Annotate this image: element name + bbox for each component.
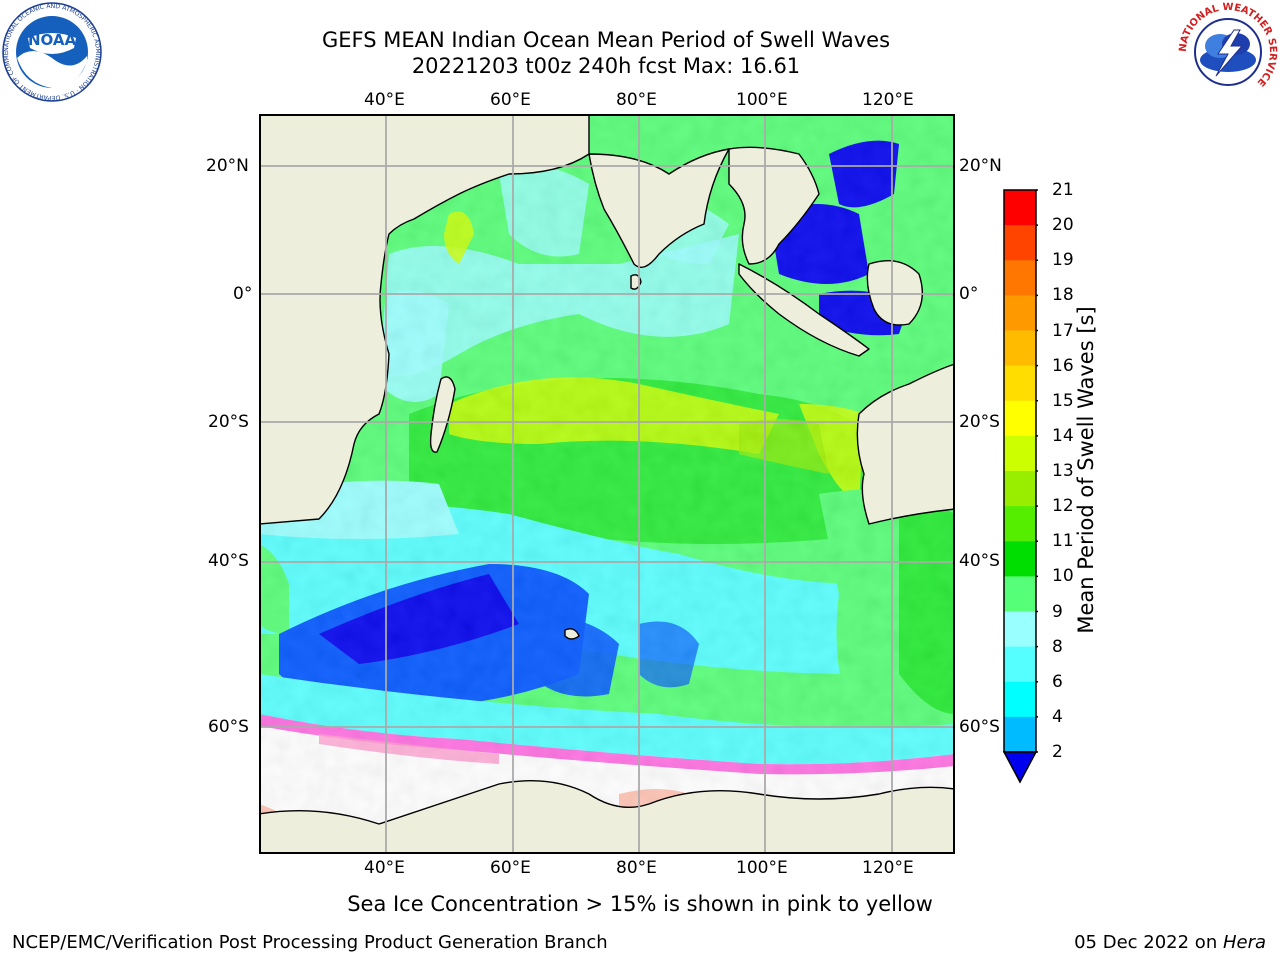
colorbar-segment <box>1004 435 1036 472</box>
colorbar-segment <box>1004 365 1036 402</box>
lon-label-bottom-60e: 60°E <box>490 858 531 878</box>
lat-label-right-20s: 20°S <box>959 412 1000 432</box>
nws-logo: NATIONAL WEATHER SERVICE <box>1178 2 1278 102</box>
colorbar-tick-label: 2 <box>1052 742 1063 762</box>
map-frame <box>259 114 955 854</box>
colorbar-tick-label: 10 <box>1052 566 1074 587</box>
colorbar-segment <box>1004 295 1036 331</box>
lat-label-left-40s: 40°S <box>208 551 249 571</box>
chart-subtitle: 20221203 t00z 240h fcst Max: 16.61 <box>411 54 801 78</box>
colorbar-segment <box>1004 190 1036 226</box>
colorbar-segment <box>1004 541 1036 577</box>
ocean-map <box>259 114 955 854</box>
colorbar <box>1002 188 1038 784</box>
colorbar-label: Mean Period of Swell Waves [s] <box>1074 306 1098 634</box>
lon-label-top-60e: 60°E <box>490 90 531 110</box>
colorbar-tick-label: 18 <box>1052 285 1074 306</box>
colorbar-segment <box>1004 400 1036 437</box>
footer-date-text: 05 Dec 2022 on <box>1074 932 1223 953</box>
colorbar-segment <box>1004 471 1036 507</box>
lat-label-right-0: 0° <box>959 284 979 304</box>
lat-label-right-40s: 40°S <box>959 551 1000 571</box>
colorbar-tick-label: 4 <box>1052 706 1063 727</box>
colorbar-segment <box>1004 506 1036 542</box>
colorbar-segment <box>1004 330 1036 367</box>
footer-credit: NCEP/EMC/Verification Post Processing Pr… <box>12 932 608 953</box>
lon-label-top-120e: 120°E <box>862 90 914 110</box>
lat-label-right-20n: 20°N <box>959 156 1002 176</box>
land-kerguelen <box>564 628 580 640</box>
noaa-logo-text: NOAA <box>28 31 77 49</box>
colorbar-tick-label: 9 <box>1052 601 1063 622</box>
colorbar-tick-label: 8 <box>1052 636 1063 657</box>
colorbar-segment <box>1004 716 1036 753</box>
land-antarctica <box>260 780 954 853</box>
footer-date: 05 Dec 2022 on Hera <box>1074 932 1266 954</box>
colorbar-tick-label: 11 <box>1052 531 1074 552</box>
colorbar-extend-triangle <box>1002 751 1038 784</box>
lat-label-left-20s: 20°S <box>208 412 249 432</box>
sea-ice-note: Sea Ice Concentration > 15% is shown in … <box>347 892 933 916</box>
land-australia <box>856 363 954 525</box>
lon-label-top-40e: 40°E <box>364 90 405 110</box>
lat-label-left-60s: 60°S <box>208 717 249 737</box>
map-gridlines <box>260 115 954 853</box>
land-indochina <box>728 146 820 265</box>
lon-label-bottom-40e: 40°E <box>364 858 405 878</box>
colorbar-tick-label: 17 <box>1052 320 1074 341</box>
colorbar-tick-label: 13 <box>1052 461 1074 481</box>
colorbar-tick-label: 12 <box>1052 496 1074 517</box>
lon-label-top-100e: 100°E <box>736 90 788 110</box>
colorbar-segment <box>1004 576 1036 612</box>
colorbar-tick-label: 15 <box>1052 390 1074 411</box>
noaa-logo: NATIONAL OCEANIC AND ATMOSPHERIC ADMINIS… <box>2 2 102 102</box>
lat-label-left-0: 0° <box>233 284 253 304</box>
colorbar-tick-label: 6 <box>1052 671 1063 692</box>
colorbar-segment <box>1004 225 1036 261</box>
colorbar-tick-label: 20 <box>1052 215 1074 236</box>
lon-label-bottom-120e: 120°E <box>862 858 914 878</box>
colorbar-tick-label: 16 <box>1052 355 1074 376</box>
lon-label-bottom-100e: 100°E <box>736 858 788 878</box>
colorbar-segment <box>1004 681 1036 718</box>
lat-label-left-20n: 20°N <box>206 156 249 176</box>
colorbar-tick-label: 14 <box>1052 425 1074 446</box>
colorbar-tick-label: 19 <box>1052 250 1074 271</box>
lat-label-right-60s: 60°S <box>959 717 1000 737</box>
lon-label-top-80e: 80°E <box>616 90 657 110</box>
lon-label-bottom-80e: 80°E <box>616 858 657 878</box>
chart-title: GEFS MEAN Indian Ocean Mean Period of Sw… <box>321 28 891 52</box>
land-madagascar <box>429 376 456 453</box>
colorbar-segment <box>1004 611 1036 648</box>
land-india <box>588 148 730 268</box>
footer-host: Hera <box>1222 932 1266 953</box>
colorbar-segment <box>1004 260 1036 296</box>
colorbar-segment <box>1004 646 1036 683</box>
colorbar-tick-label: 21 <box>1052 180 1074 200</box>
